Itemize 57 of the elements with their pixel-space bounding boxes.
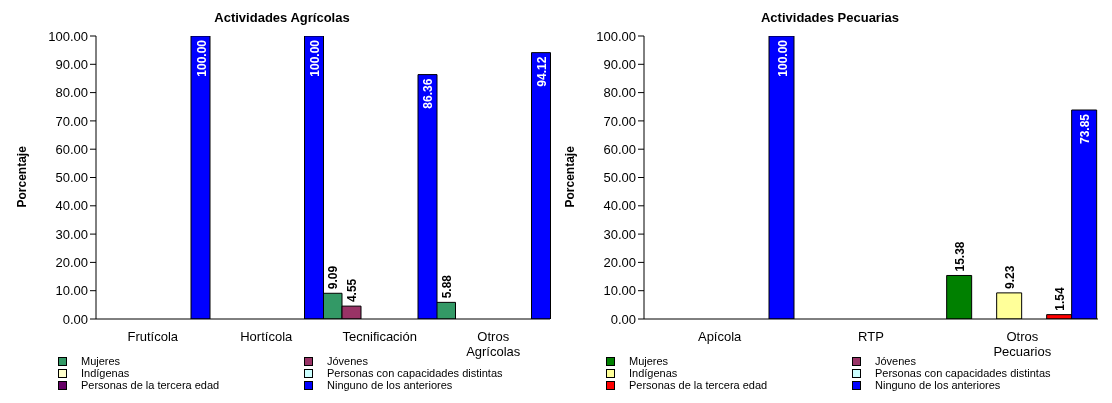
x-tick-label: Tecnificación [342,329,417,344]
data-label: 94.12 [535,56,549,87]
data-label: 100.00 [308,39,322,77]
y-tick-label: 60.00 [55,141,88,157]
y-tick-label: 70.00 [55,113,88,129]
legend-label: Ninguno de los anteriores [875,379,1001,391]
y-tick-label: 80.00 [55,85,88,101]
data-label: 9.09 [326,265,341,290]
legend-label: Ninguno de los anteriores [327,379,453,391]
legend-label: Indígenas [629,367,678,379]
data-label: 100.00 [775,39,790,77]
y-tick-label: 100.00 [596,28,636,44]
y-tick-label: 20.00 [603,255,636,271]
y-tick-label: 70.00 [603,113,636,129]
data-label: 15.38 [953,241,968,272]
y-tick-label: 50.00 [603,170,636,186]
x-tick-label: Hortícola [240,329,294,344]
x-tick-label: Frutícola [127,329,179,344]
y-tick-label: 60.00 [603,141,636,157]
y-tick-label: 0.00 [610,311,636,327]
y-tick-label: 90.00 [55,56,88,72]
legend-label: Personas con capacidades distintas [327,367,503,379]
data-label: 100.00 [194,39,209,77]
legend-label: Personas con capacidades distintas [875,367,1051,379]
y-tick-label: 40.00 [55,198,88,214]
y-tick-label: 100.00 [48,28,88,44]
y-tick-label: 20.00 [55,255,88,271]
legend-label: Personas de la tercera edad [629,379,768,391]
data-label: 86.36 [421,78,436,109]
x-tick-label: Apícola [697,329,743,344]
legend-label: Mujeres [81,355,121,367]
y-tick-label: 80.00 [603,85,636,101]
y-tick-label: 10.00 [55,283,88,299]
legend-label: Personas de la tercera edad [81,379,220,391]
data-label: 5.88 [440,274,454,299]
y-tick-label: 90.00 [603,56,636,72]
legend-label: Indígenas [81,367,130,379]
chart-title: Actividades Pecuarias [760,10,900,27]
x-tick-label: RTP [858,329,884,344]
data-label: 1.54 [1053,286,1068,311]
legend-label: Jóvenes [875,355,916,367]
data-label: 73.85 [1078,113,1093,145]
y-tick-label: 30.00 [603,226,636,242]
chart-title: Actividades Agrícolas [213,10,351,27]
y-axis-title: Porcentaje [15,145,30,208]
legend-label: Mujeres [629,355,669,367]
y-tick-label: 50.00 [55,170,88,186]
y-axis-title: Porcentaje [563,145,578,208]
y-tick-label: 0.00 [62,311,88,327]
legend-label: Jóvenes [327,355,368,367]
x-tick-label: Otros Pecuarios [993,329,1052,359]
data-label: 4.55 [345,278,360,303]
y-tick-label: 10.00 [603,283,636,299]
y-tick-label: 30.00 [55,226,88,242]
data-label: 9.23 [1003,265,1018,289]
x-tick-label: Otros Agrícolas [466,329,521,359]
y-tick-label: 40.00 [603,198,636,214]
